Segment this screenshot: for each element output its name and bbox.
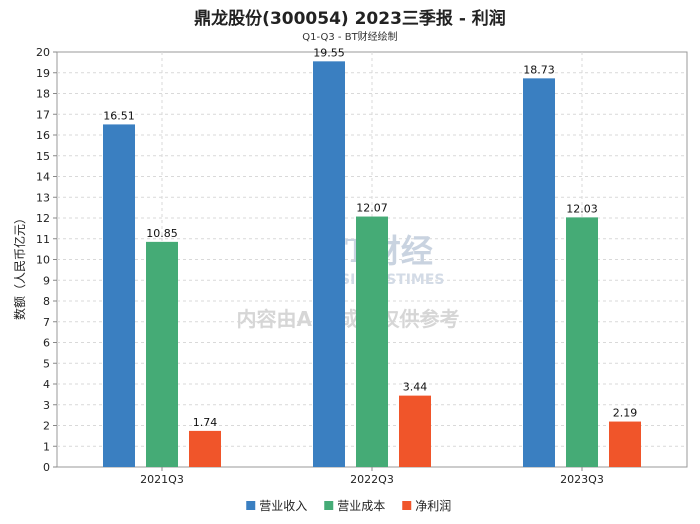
data-label: 3.44 <box>403 381 428 394</box>
y-tick-label: 18 <box>36 88 50 101</box>
data-label: 18.73 <box>523 63 555 76</box>
y-tick-label: 8 <box>43 295 50 308</box>
bar <box>356 216 388 467</box>
x-tick-label: 2022Q3 <box>350 473 394 486</box>
x-tick-label: 2021Q3 <box>140 473 184 486</box>
y-tick-label: 14 <box>36 171 50 184</box>
y-tick-label: 0 <box>43 461 50 474</box>
y-tick-label: 4 <box>43 378 50 391</box>
data-label: 19.55 <box>313 46 345 59</box>
y-tick-label: 1 <box>43 440 50 453</box>
legend-swatch <box>324 501 334 510</box>
chart-title: 鼎龙股份(300054) 2023三季报 - 利润 <box>194 9 506 29</box>
legend-label: 净利润 <box>415 499 451 513</box>
bar <box>103 124 135 467</box>
bar <box>399 395 431 467</box>
y-tick-label: 9 <box>43 274 50 287</box>
y-tick-label: 7 <box>43 316 50 329</box>
data-label: 12.07 <box>356 202 388 215</box>
y-tick-label: 12 <box>36 212 50 225</box>
legend: 营业收入 营业成本 净利润 <box>246 499 451 513</box>
legend-swatch <box>246 501 256 510</box>
bar <box>146 241 178 467</box>
y-tick-label: 19 <box>36 67 50 80</box>
bar <box>609 421 641 467</box>
bar <box>313 61 345 468</box>
data-label: 16.51 <box>103 109 135 122</box>
y-tick-label: 16 <box>36 129 50 142</box>
legend-label: 营业收入 <box>259 499 307 513</box>
data-label: 10.85 <box>146 227 178 240</box>
bar <box>523 78 555 467</box>
chart-subtitle: Q1-Q3 - BT财经绘制 <box>302 32 398 43</box>
y-tick-label: 5 <box>43 357 50 370</box>
y-tick-label: 20 <box>36 46 50 59</box>
y-tick-label: 15 <box>36 150 50 163</box>
data-label: 2.19 <box>613 407 638 420</box>
data-label: 12.03 <box>566 202 598 215</box>
bars: 16.51 10.85 1.74 19.55 12.07 3.44 18.73 12.03 2.… <box>103 46 641 468</box>
y-tick-label: 2 <box>43 420 50 433</box>
y-tick-label: 10 <box>36 254 50 267</box>
y-tick-label: 13 <box>36 191 50 204</box>
x-tick-label: 2023Q3 <box>560 473 604 486</box>
y-axis-label: 数额（人民币亿元） <box>12 212 27 320</box>
bar <box>189 430 221 467</box>
watermark-note: 内容由AI生成，仅供参考 <box>237 307 460 331</box>
y-tick-label: 3 <box>43 399 50 412</box>
y-tick-label: 6 <box>43 337 50 350</box>
legend-swatch <box>402 501 412 510</box>
y-tick-label: 11 <box>36 233 50 246</box>
bar <box>566 217 598 467</box>
legend-label: 营业成本 <box>337 499 385 513</box>
y-tick-label: 17 <box>36 108 50 121</box>
data-label: 1.74 <box>193 416 218 429</box>
